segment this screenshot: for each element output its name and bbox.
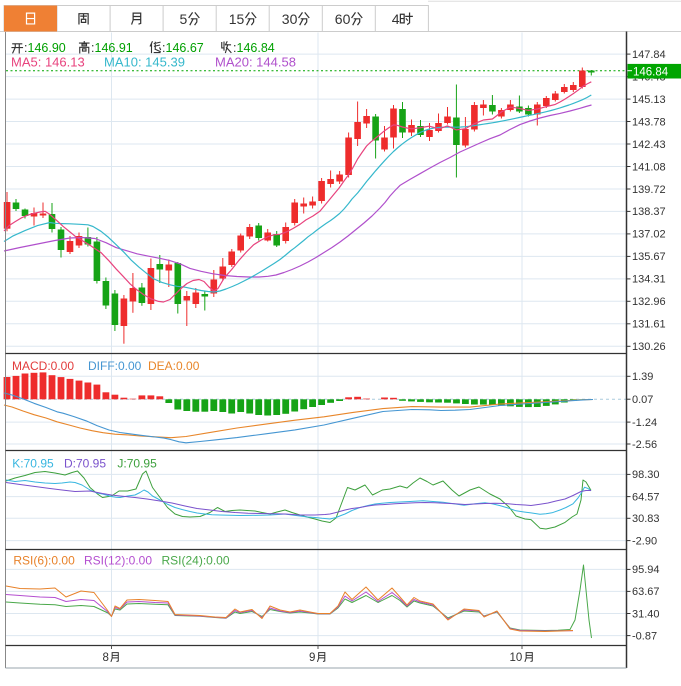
svg-text:30.83: 30.83 [632, 513, 660, 525]
svg-text:131.61: 131.61 [632, 319, 666, 331]
svg-text:DIFF:0.00: DIFF:0.00 [88, 359, 142, 373]
svg-text:138.37: 138.37 [632, 206, 666, 218]
svg-text:146.84: 146.84 [237, 41, 275, 55]
svg-text:146.84: 146.84 [633, 66, 669, 78]
svg-text:134.31: 134.31 [632, 274, 666, 286]
svg-text:60: 60 [335, 11, 351, 27]
svg-text:143.78: 143.78 [632, 116, 666, 128]
svg-text:J:70.95: J:70.95 [117, 457, 157, 471]
svg-text:-1.24: -1.24 [632, 417, 657, 429]
svg-text:95.94: 95.94 [632, 564, 660, 576]
svg-text:D:70.95: D:70.95 [64, 457, 106, 471]
svg-text:142.43: 142.43 [632, 139, 666, 151]
svg-text:146.90: 146.90 [28, 41, 66, 55]
svg-text:-2.56: -2.56 [632, 439, 657, 451]
svg-text:30: 30 [282, 11, 298, 27]
svg-text:-0.87: -0.87 [632, 630, 657, 642]
svg-text:MA10: 145.39: MA10: 145.39 [104, 55, 185, 70]
svg-text:10: 10 [510, 652, 523, 664]
svg-text:RSI(6):0.00: RSI(6):0.00 [13, 554, 75, 568]
svg-text:RSI(12):0.00: RSI(12):0.00 [84, 554, 152, 568]
svg-text:139.72: 139.72 [632, 184, 666, 196]
svg-text:130.26: 130.26 [632, 341, 666, 353]
svg-text:146.91: 146.91 [95, 41, 133, 55]
svg-text:15: 15 [229, 11, 245, 27]
svg-text:-2.90: -2.90 [632, 535, 657, 547]
svg-text:132.96: 132.96 [632, 296, 666, 308]
svg-text:145.13: 145.13 [632, 94, 666, 106]
svg-text:31.40: 31.40 [632, 608, 660, 620]
svg-text:4: 4 [392, 11, 400, 27]
svg-text:64.57: 64.57 [632, 491, 660, 503]
svg-text:5: 5 [180, 11, 188, 27]
svg-text:146.67: 146.67 [166, 41, 204, 55]
svg-text:141.08: 141.08 [632, 161, 666, 173]
svg-text:1.39: 1.39 [632, 371, 653, 383]
svg-text:MA20: 144.58: MA20: 144.58 [215, 55, 296, 70]
svg-text:98.30: 98.30 [632, 469, 660, 481]
svg-text:137.02: 137.02 [632, 229, 666, 241]
svg-text:MACD:0.00: MACD:0.00 [12, 359, 74, 373]
svg-text:147.84: 147.84 [632, 49, 666, 61]
svg-text:0.07: 0.07 [632, 394, 653, 406]
svg-text:MA5: 146.13: MA5: 146.13 [11, 55, 85, 70]
svg-text:RSI(24):0.00: RSI(24):0.00 [162, 554, 230, 568]
svg-text:63.67: 63.67 [632, 586, 660, 598]
svg-text:8: 8 [103, 652, 109, 664]
svg-text:K:70.95: K:70.95 [12, 457, 54, 471]
svg-text:9: 9 [309, 652, 315, 664]
svg-text:135.67: 135.67 [632, 251, 666, 263]
svg-text:DEA:0.00: DEA:0.00 [148, 359, 200, 373]
